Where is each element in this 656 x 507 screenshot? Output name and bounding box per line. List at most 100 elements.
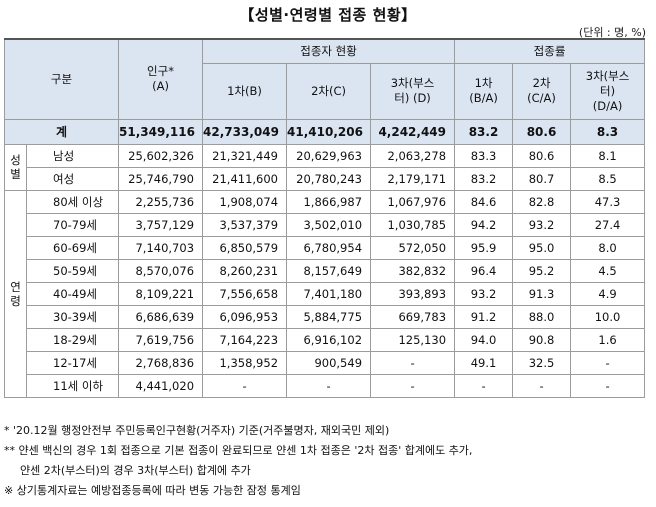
header-vaccinated: 접종자 현황	[202, 38, 456, 64]
cell-second: 7,401,180	[286, 281, 372, 306]
cell-rate-second: 32.5	[512, 350, 572, 375]
cell-second: 8,157,649	[286, 258, 372, 283]
total-rate-first: 83.2	[454, 118, 514, 145]
footnote-provisional: ※ 상기통계자료는 예방접종등록에 따라 변동 가능한 잠정 통계임	[4, 484, 301, 497]
cell-population: 25,602,326	[118, 143, 204, 168]
row-label: 남성	[25, 143, 120, 168]
cell-rate-first: 94.0	[454, 327, 514, 352]
header-rate-first: 1차 (B/A)	[454, 62, 514, 120]
cell-rate-third: 8.5	[570, 166, 646, 191]
row-label: 60-69세	[25, 235, 120, 260]
cell-rate-second: 90.8	[512, 327, 572, 352]
row-label: 12-17세	[25, 350, 120, 375]
cell-rate-first: 94.2	[454, 212, 514, 237]
cell-rate-third: -	[570, 350, 646, 375]
row-label: 50-59세	[25, 258, 120, 283]
total-label: 계	[3, 118, 120, 145]
cell-first: 1,908,074	[202, 189, 288, 214]
cell-rate-first: 83.3	[454, 143, 514, 168]
total-third: 4,242,449	[370, 118, 456, 145]
row-label: 80세 이상	[25, 189, 120, 214]
table-row: 30-39세 6,686,639 6,096,953 5,884,775 669…	[5, 304, 646, 329]
cell-rate-second: 95.2	[512, 258, 572, 283]
cell-third: 1,067,976	[370, 189, 456, 214]
cell-rate-third: 27.4	[570, 212, 646, 237]
header-population: 인구* (A)	[118, 38, 204, 120]
cell-second: 6,916,102	[286, 327, 372, 352]
cell-rate-second: 91.3	[512, 281, 572, 306]
total-row: 계 51,349,116 42,733,049 41,410,206 4,242…	[3, 118, 646, 145]
cell-third: 669,783	[370, 304, 456, 329]
cell-population: 8,109,221	[118, 281, 204, 306]
cell-rate-third: 4.9	[570, 281, 646, 306]
table-row: 70-79세 3,757,129 3,537,379 3,502,010 1,0…	[5, 212, 646, 237]
row-label: 18-29세	[25, 327, 120, 352]
cell-rate-third: 4.5	[570, 258, 646, 283]
table-row: 11세 이하 4,441,020 - - - - - -	[5, 373, 646, 398]
cell-rate-third: 8.1	[570, 143, 646, 168]
footnotes: * '20.12월 행정안전부 주민등록인구현황(거주자) 기준(거주불명자, …	[4, 421, 652, 501]
table-row: 여성 25,746,790 21,411,600 20,780,243 2,17…	[5, 166, 646, 191]
cell-rate-second: 93.2	[512, 212, 572, 237]
total-rate-third: 8.3	[570, 118, 646, 145]
header-first: 1차(B)	[202, 62, 288, 120]
total-second: 41,410,206	[286, 118, 372, 145]
cell-rate-first: 84.6	[454, 189, 514, 214]
cell-rate-first: -	[454, 373, 514, 398]
cell-first: 7,164,223	[202, 327, 288, 352]
footnote-population: * '20.12월 행정안전부 주민등록인구현황(거주자) 기준(거주불명자, …	[4, 424, 390, 437]
cell-population: 8,570,076	[118, 258, 204, 283]
cell-rate-first: 96.4	[454, 258, 514, 283]
total-population: 51,349,116	[118, 118, 204, 145]
cell-rate-first: 91.2	[454, 304, 514, 329]
cell-second: 3,502,010	[286, 212, 372, 237]
cell-third: 125,130	[370, 327, 456, 352]
cell-rate-second: 95.0	[512, 235, 572, 260]
cell-first: 21,411,600	[202, 166, 288, 191]
cell-rate-second: 88.0	[512, 304, 572, 329]
cell-third: -	[370, 373, 456, 398]
cell-first: 1,358,952	[202, 350, 288, 375]
header-rate-second: 2차 (C/A)	[512, 62, 572, 120]
cell-population: 2,255,736	[118, 189, 204, 214]
header-third: 3차(부스 터) (D)	[370, 62, 456, 120]
cell-second: 20,629,963	[286, 143, 372, 168]
cell-first: 7,556,658	[202, 281, 288, 306]
cell-population: 4,441,020	[118, 373, 204, 398]
cell-third: 2,179,171	[370, 166, 456, 191]
table-row: 50-59세 8,570,076 8,260,231 8,157,649 382…	[5, 258, 646, 283]
cell-first: 8,260,231	[202, 258, 288, 283]
cell-rate-second: 82.8	[512, 189, 572, 214]
header-second: 2차(C)	[286, 62, 372, 120]
header-rate-third: 3차(부스 터) (D/A)	[570, 62, 646, 120]
cell-rate-second: 80.6	[512, 143, 572, 168]
cell-first: 6,096,953	[202, 304, 288, 329]
cell-rate-first: 95.9	[454, 235, 514, 260]
cell-rate-first: 49.1	[454, 350, 514, 375]
cell-rate-third: 8.0	[570, 235, 646, 260]
page-title: 【성별·연령별 접종 현황】	[239, 6, 417, 24]
header-category: 구분	[3, 38, 120, 120]
row-label: 70-79세	[25, 212, 120, 237]
table-row: 60-69세 7,140,703 6,850,579 6,780,954 572…	[5, 235, 646, 260]
cell-third: 2,063,278	[370, 143, 456, 168]
cell-population: 2,768,836	[118, 350, 204, 375]
cell-population: 25,746,790	[118, 166, 204, 191]
footnote-janssen: ** 얀센 백신의 경우 1회 접종으로 기본 접종이 완료되므로 얀센 1차 …	[4, 444, 473, 457]
cell-rate-second: 80.7	[512, 166, 572, 191]
row-label: 40-49세	[25, 281, 120, 306]
cell-population: 7,140,703	[118, 235, 204, 260]
cell-population: 3,757,129	[118, 212, 204, 237]
table-row: 18-29세 7,619,756 7,164,223 6,916,102 125…	[5, 327, 646, 352]
cell-first: 6,850,579	[202, 235, 288, 260]
cell-third: 1,030,785	[370, 212, 456, 237]
row-label: 30-39세	[25, 304, 120, 329]
footnote-janssen-cont: 얀센 2차(부스터)의 경우 3차(부스터) 합계에 추가	[20, 464, 251, 477]
cell-rate-third: 47.3	[570, 189, 646, 214]
cell-second: 1,866,987	[286, 189, 372, 214]
unit-label: (단위 : 명, %)	[578, 26, 646, 39]
table-row: 40-49세 8,109,221 7,556,658 7,401,180 393…	[5, 281, 646, 306]
